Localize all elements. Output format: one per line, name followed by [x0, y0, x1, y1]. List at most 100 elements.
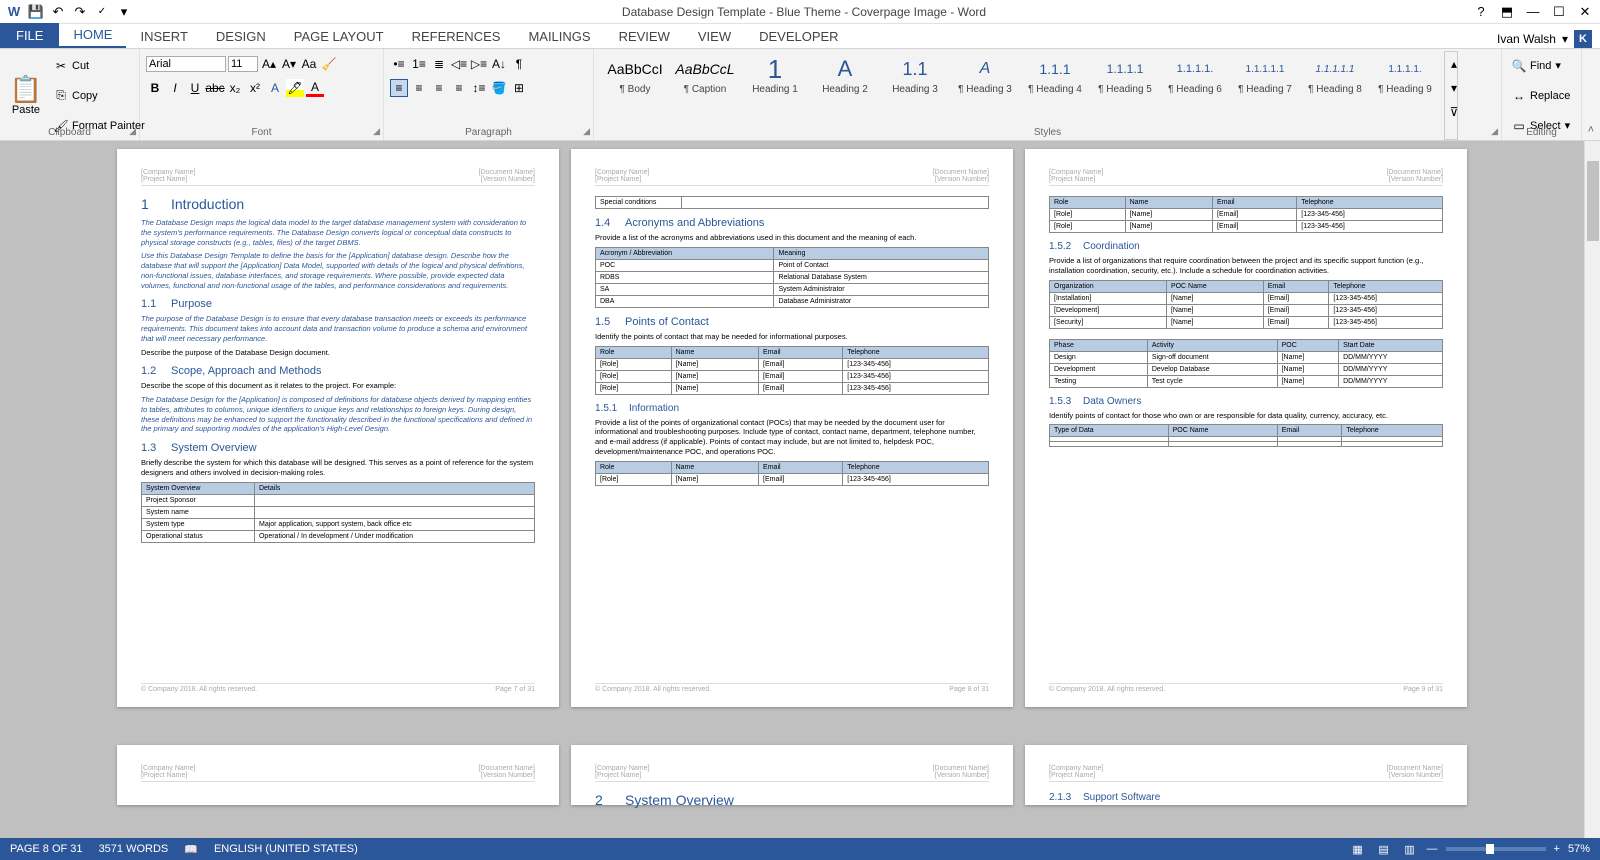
- shading-button[interactable]: 🪣: [490, 79, 508, 97]
- user-account[interactable]: Ivan Walsh▾ K: [1497, 30, 1600, 48]
- role-table[interactable]: RoleNameEmailTelephone[Role][Name][Email…: [1049, 196, 1443, 233]
- underline-button[interactable]: U: [186, 79, 204, 97]
- cut-icon: ✂: [54, 59, 68, 73]
- read-mode-icon[interactable]: ▦: [1349, 840, 1367, 858]
- document-area[interactable]: [Company Name][Project Name][Document Na…: [0, 141, 1584, 838]
- align-left-button[interactable]: ≡: [390, 79, 408, 97]
- clear-formatting-button[interactable]: 🧹: [320, 55, 338, 73]
- page[interactable]: [Company Name][Project Name][Document Na…: [571, 745, 1013, 805]
- acronyms-table[interactable]: Acronym / AbbreviationMeaningPOCPoint of…: [595, 247, 989, 308]
- sort-button[interactable]: A↓: [490, 55, 508, 73]
- design-tab[interactable]: DESIGN: [202, 25, 280, 48]
- ribbon-options-icon[interactable]: ⬒: [1496, 4, 1518, 20]
- align-center-button[interactable]: ≡: [410, 79, 428, 97]
- system-overview-table[interactable]: System OverviewDetailsProject SponsorSys…: [141, 482, 535, 543]
- redo-icon[interactable]: ↷: [70, 2, 90, 22]
- styles-more-button[interactable]: ⊽: [1445, 100, 1463, 124]
- shrink-font-button[interactable]: A▾: [280, 55, 298, 73]
- font-color-button[interactable]: A: [306, 79, 324, 97]
- proofing-icon[interactable]: 📖: [184, 843, 198, 856]
- home-tab[interactable]: HOME: [59, 23, 126, 48]
- subscript-button[interactable]: x₂: [226, 79, 244, 97]
- phase-table[interactable]: PhaseActivityPOCStart DateDesignSign-off…: [1049, 339, 1443, 388]
- bold-button[interactable]: B: [146, 79, 164, 97]
- review-tab[interactable]: REVIEW: [605, 25, 684, 48]
- pagelayout-tab[interactable]: PAGE LAYOUT: [280, 25, 398, 48]
- undo-icon[interactable]: ↶: [48, 2, 68, 22]
- line-spacing-button[interactable]: ↕≡: [470, 79, 488, 97]
- italic-button[interactable]: I: [166, 79, 184, 97]
- decrease-indent-button[interactable]: ◁≡: [450, 55, 468, 73]
- word-count[interactable]: 3571 WORDS: [99, 843, 169, 855]
- coordination-table[interactable]: OrganizationPOC NameEmailTelephone[Insta…: [1049, 280, 1443, 329]
- mailings-tab[interactable]: MAILINGS: [514, 25, 604, 48]
- quick-access-toolbar: W 💾 ↶ ↷ ✓ ▾: [0, 2, 138, 22]
- clipboard-group: 📋 Paste ✂Cut ⎘Copy 🖌Format Painter Clipb…: [0, 49, 140, 140]
- styles-up-button[interactable]: ▴: [1445, 52, 1463, 76]
- close-icon[interactable]: ✕: [1574, 4, 1596, 20]
- replace-button[interactable]: ↔Replace: [1508, 88, 1574, 104]
- minimize-icon[interactable]: —: [1522, 4, 1544, 19]
- zoom-out-button[interactable]: —: [1427, 843, 1438, 855]
- print-layout-icon[interactable]: ▤: [1375, 840, 1393, 858]
- page[interactable]: [Company Name][Project Name][Document Na…: [117, 745, 559, 805]
- developer-tab[interactable]: DEVELOPER: [745, 25, 852, 48]
- align-right-button[interactable]: ≡: [430, 79, 448, 97]
- insert-tab[interactable]: INSERT: [126, 25, 201, 48]
- page[interactable]: [Company Name][Project Name][Document Na…: [1025, 745, 1467, 805]
- replace-icon: ↔: [1512, 89, 1526, 103]
- clipboard-dialog-launcher[interactable]: ◢: [129, 126, 136, 137]
- justify-button[interactable]: ≡: [450, 79, 468, 97]
- user-name: Ivan Walsh: [1497, 32, 1556, 46]
- strikethrough-button[interactable]: abc: [206, 79, 224, 97]
- qat-more-icon[interactable]: ▾: [114, 2, 134, 22]
- styles-down-button[interactable]: ▾: [1445, 76, 1463, 100]
- maximize-icon[interactable]: ☐: [1548, 4, 1570, 20]
- help-icon[interactable]: ?: [1470, 4, 1492, 19]
- contacts-table[interactable]: RoleNameEmailTelephone[Role][Name][Email…: [595, 346, 989, 395]
- zoom-level[interactable]: 57%: [1568, 843, 1590, 855]
- word-icon[interactable]: W: [4, 2, 24, 22]
- styles-dialog-launcher[interactable]: ◢: [1491, 126, 1498, 137]
- bullets-button[interactable]: •≡: [390, 55, 408, 73]
- copy-icon: ⎘: [54, 89, 68, 103]
- editing-group: 🔍Find ▾ ↔Replace ▭Select ▾ Editing: [1502, 49, 1582, 140]
- highlight-button[interactable]: 🖊: [286, 79, 304, 97]
- font-size-select[interactable]: [228, 56, 258, 72]
- font-name-select[interactable]: [146, 56, 226, 72]
- web-layout-icon[interactable]: ▥: [1401, 840, 1419, 858]
- borders-button[interactable]: ⊞: [510, 79, 528, 97]
- paragraph-dialog-launcher[interactable]: ◢: [583, 126, 590, 137]
- superscript-button[interactable]: x²: [246, 79, 264, 97]
- references-tab[interactable]: REFERENCES: [398, 25, 515, 48]
- grow-font-button[interactable]: A▴: [260, 55, 278, 73]
- collapse-ribbon-icon[interactable]: ˄: [1588, 124, 1594, 136]
- zoom-in-button[interactable]: +: [1554, 843, 1560, 855]
- user-badge: K: [1574, 30, 1592, 48]
- save-icon[interactable]: 💾: [26, 2, 46, 22]
- change-case-button[interactable]: Aa: [300, 55, 318, 73]
- find-icon: 🔍: [1512, 59, 1526, 73]
- font-dialog-launcher[interactable]: ◢: [373, 126, 380, 137]
- increase-indent-button[interactable]: ▷≡: [470, 55, 488, 73]
- multilevel-button[interactable]: ≣: [430, 55, 448, 73]
- vertical-scrollbar[interactable]: [1584, 141, 1600, 838]
- show-marks-button[interactable]: ¶: [510, 55, 528, 73]
- page-indicator[interactable]: PAGE 8 OF 31: [10, 843, 83, 855]
- copy-button[interactable]: ⎘Copy: [50, 88, 149, 104]
- file-tab[interactable]: FILE: [0, 23, 59, 48]
- text-effects-button[interactable]: A: [266, 79, 284, 97]
- find-button[interactable]: 🔍Find ▾: [1508, 58, 1574, 74]
- cut-button[interactable]: ✂Cut: [50, 58, 149, 74]
- view-tab[interactable]: VIEW: [684, 25, 745, 48]
- info-table[interactable]: RoleNameEmailTelephone[Role][Name][Email…: [595, 461, 989, 486]
- page[interactable]: [Company Name][Project Name][Document Na…: [117, 149, 559, 707]
- owners-table[interactable]: Type of DataPOC NameEmailTelephone: [1049, 424, 1443, 447]
- spelling-icon[interactable]: ✓: [92, 2, 112, 22]
- zoom-slider[interactable]: [1446, 847, 1546, 851]
- page[interactable]: [Company Name][Project Name][Document Na…: [1025, 149, 1467, 707]
- language-indicator[interactable]: ENGLISH (UNITED STATES): [214, 843, 358, 855]
- paste-icon: 📋: [10, 76, 42, 102]
- numbering-button[interactable]: 1≡: [410, 55, 428, 73]
- page[interactable]: [Company Name][Project Name][Document Na…: [571, 149, 1013, 707]
